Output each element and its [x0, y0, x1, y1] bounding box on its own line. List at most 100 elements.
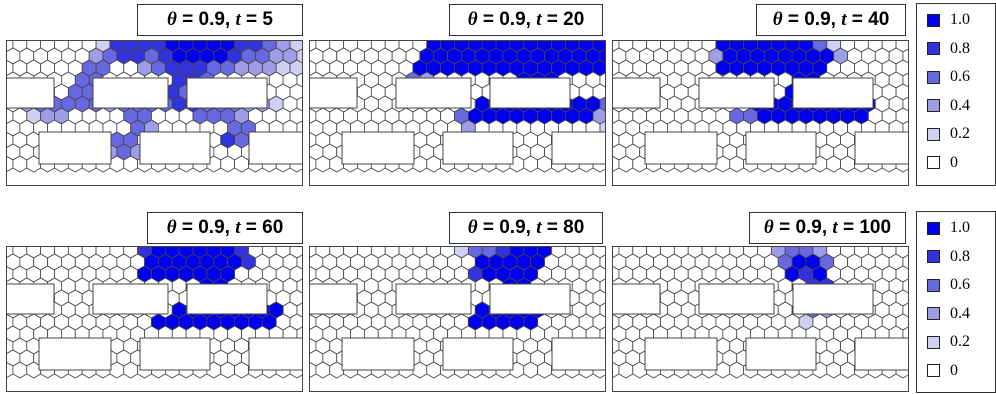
theta-symbol: θ — [763, 217, 774, 238]
grid-cell — [902, 278, 909, 294]
grid-cell — [523, 361, 539, 379]
building-block — [792, 77, 874, 109]
building-block — [612, 77, 661, 109]
grid-cell — [426, 361, 442, 379]
legend-swatch — [927, 307, 940, 320]
equals-sign: = — [240, 9, 263, 30]
grid-cell — [6, 329, 7, 339]
hex-grid — [6, 40, 303, 186]
panel-title: θ = 0.9, t = 40 — [756, 4, 906, 36]
building-block — [186, 283, 268, 315]
t-value: 40 — [868, 9, 890, 30]
t-value: 60 — [262, 217, 284, 238]
theta-value: = 0.9, — [176, 217, 236, 238]
grid-panel — [309, 40, 606, 186]
building-block — [139, 131, 211, 165]
theta-value: = 0.9, — [176, 9, 236, 30]
legend-swatch — [927, 99, 940, 112]
grid-cell — [523, 155, 539, 173]
legend-item: 0.6 — [927, 68, 970, 85]
building-block — [551, 337, 606, 371]
building-block — [248, 337, 303, 371]
panel-title: θ = 0.9, t = 100 — [749, 212, 906, 244]
grid-cell — [412, 155, 428, 173]
building-block — [341, 131, 415, 165]
panel-title: θ = 0.9, t = 20 — [449, 4, 603, 36]
panel-border — [6, 246, 303, 392]
grid-cell — [296, 72, 303, 88]
t-value: 5 — [262, 9, 273, 30]
building-block — [38, 131, 112, 165]
t-value: 100 — [859, 217, 892, 238]
grid-cell — [599, 254, 606, 270]
legend: 1.0 0.8 0.6 0.4 0.2 0 — [916, 211, 996, 393]
grid-cell — [729, 361, 745, 379]
grid-cell — [109, 361, 125, 379]
equals-sign: = — [240, 217, 263, 238]
t-value: 20 — [563, 9, 585, 30]
grid-cell — [220, 155, 236, 173]
theta-value: = 0.9, — [782, 9, 842, 30]
legend-swatch — [927, 156, 940, 169]
grid-cell — [109, 155, 125, 173]
theta-value: = 0.9, — [477, 9, 537, 30]
legend-label: 1.0 — [950, 11, 970, 28]
legend-label: 0.4 — [950, 96, 970, 114]
grid-cell — [537, 361, 552, 379]
theta-symbol: θ — [467, 9, 478, 30]
grid-cell — [296, 96, 303, 112]
grid-cell — [715, 361, 731, 379]
building-block — [792, 283, 874, 315]
t-symbol: t — [536, 217, 542, 238]
grid-cell — [6, 147, 7, 157]
legend-swatch — [927, 127, 940, 141]
building-block — [38, 337, 112, 371]
building-block — [309, 283, 358, 315]
building-block — [854, 131, 909, 165]
grid-cell — [6, 281, 7, 291]
legend-swatch — [927, 42, 940, 55]
grid-cell — [6, 257, 7, 267]
building-block — [698, 283, 775, 315]
building-block — [489, 77, 571, 109]
t-symbol: t — [536, 9, 542, 30]
legend-label: 0 — [950, 153, 958, 171]
building-block — [489, 283, 571, 315]
legend-item: 1.0 — [927, 219, 970, 236]
equals-sign: = — [541, 217, 564, 238]
grid-cell — [315, 361, 331, 379]
grid-cell — [840, 155, 855, 173]
grid-cell — [296, 302, 303, 318]
building-block — [92, 77, 169, 109]
building-block — [248, 131, 303, 165]
legend: 1.0 0.8 0.6 0.4 0.2 0 — [916, 3, 996, 186]
grid-cell — [715, 155, 731, 173]
grid-cell — [6, 99, 7, 109]
grid-cell — [12, 361, 28, 379]
panel-border — [612, 40, 909, 186]
grid-cell — [618, 155, 634, 173]
panel-border — [612, 246, 909, 392]
equals-sign: = — [846, 9, 869, 30]
building-block — [395, 77, 472, 109]
hex-grid — [6, 246, 303, 392]
grid-cell — [296, 278, 303, 294]
grid-panel — [309, 246, 606, 392]
legend-swatch — [927, 364, 940, 377]
legend-item: 0 — [927, 153, 958, 171]
panel-border — [309, 40, 606, 186]
grid-cell — [220, 361, 236, 379]
grid-cell — [618, 361, 634, 379]
building-block — [644, 337, 718, 371]
grid-panel — [612, 246, 909, 392]
grid-cell — [826, 155, 842, 173]
grid-cell-active — [296, 48, 303, 64]
t-symbol: t — [832, 217, 838, 238]
legend-item: 0.8 — [927, 40, 970, 57]
t-value: 80 — [563, 217, 585, 238]
grid-cell — [826, 361, 842, 379]
t-symbol: t — [235, 9, 241, 30]
legend-item: 0 — [927, 362, 958, 379]
building-block — [612, 283, 661, 315]
equals-sign: = — [837, 217, 860, 238]
